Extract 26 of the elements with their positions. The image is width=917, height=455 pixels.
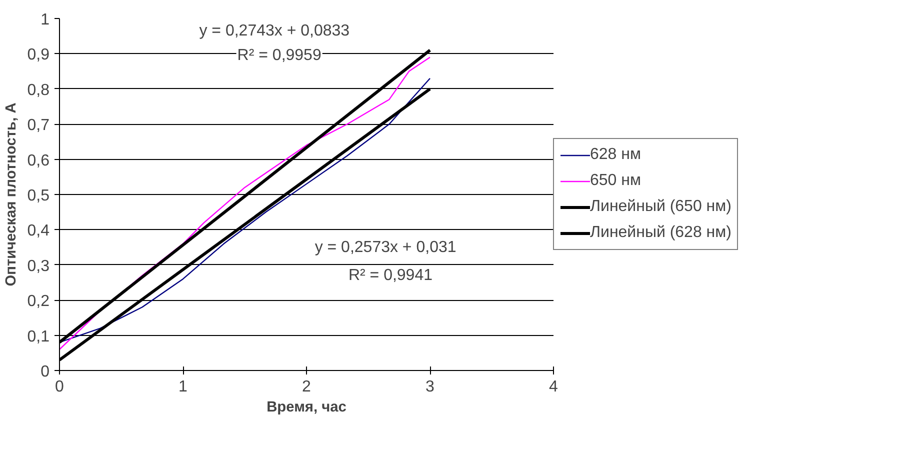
x-axis-title: Время, час (266, 400, 346, 416)
y-tick-label: 0,8 (27, 82, 50, 99)
y-tick-label: 0,1 (27, 328, 50, 346)
y-tick-label: 0,2 (27, 293, 50, 310)
x-tick-label: 1 (178, 378, 188, 396)
x-tick-label: 2 (302, 378, 312, 396)
annotation: y = 0,2573x + 0,031 (314, 238, 456, 256)
legend-label: Линейный (628 нм) (590, 224, 732, 242)
y-tick-label: 0,3 (27, 258, 50, 275)
x-tick-label: 0 (55, 378, 64, 396)
annotation: R² = 0,9941 (348, 266, 433, 284)
y-tick-label: 0 (40, 364, 50, 380)
legend-label: Линейный (650 нм) (590, 198, 732, 216)
y-tick-label: 0,7 (27, 117, 50, 134)
y-tick-label: 0,6 (27, 152, 50, 170)
annotation: R² = 0,9959 (237, 46, 322, 64)
y-tick-label: 0,4 (27, 222, 50, 240)
legend-label: 628 нм (590, 146, 641, 164)
y-tick-label: 0,9 (27, 46, 50, 64)
x-tick-label: 4 (549, 378, 558, 396)
y-tick-label: 0,5 (27, 188, 50, 204)
y-tick-label: 1 (40, 12, 50, 28)
y-axis-title: Оптическая плотность, А (3, 102, 20, 286)
x-tick-label: 3 (426, 378, 435, 396)
annotation: y = 0,2743x + 0,0833 (199, 22, 350, 40)
legend-label: 650 нм (590, 172, 641, 190)
